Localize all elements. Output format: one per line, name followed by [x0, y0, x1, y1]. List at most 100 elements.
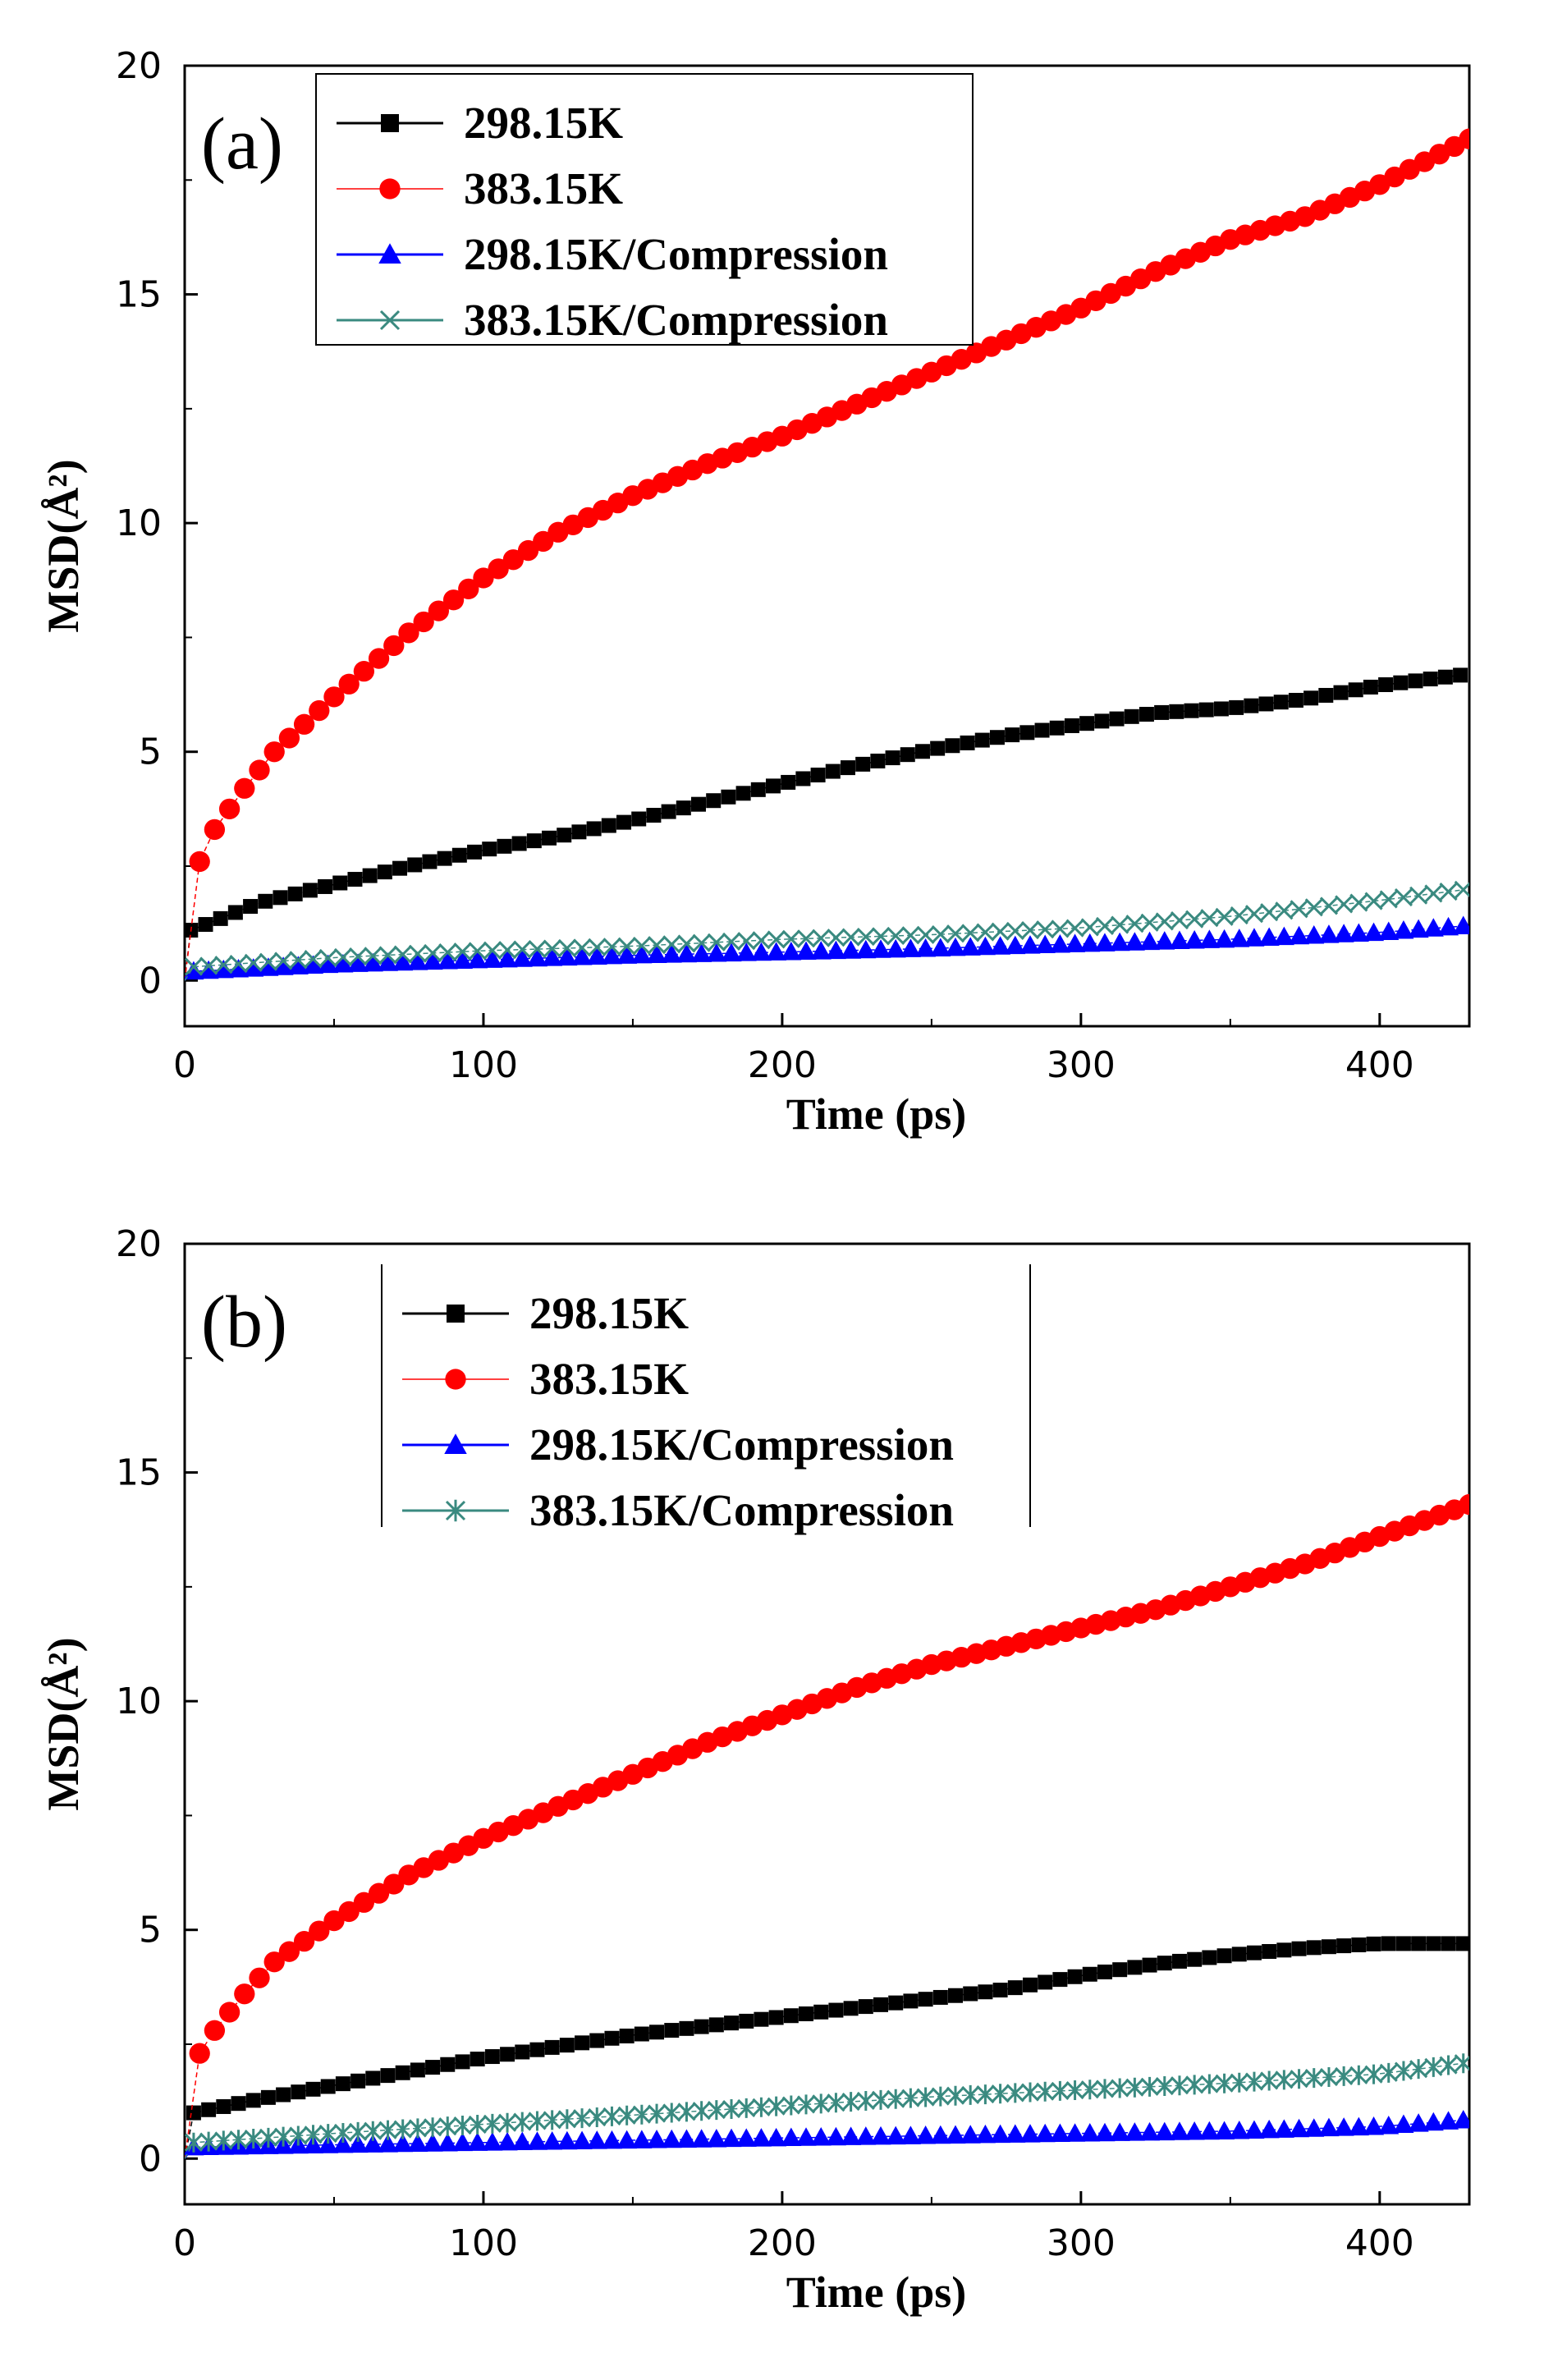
- data-point: [488, 558, 509, 580]
- data-point: [795, 771, 811, 786]
- data-point: [754, 2011, 769, 2027]
- data-point: [870, 753, 886, 768]
- data-point: [482, 949, 503, 968]
- data-point: [442, 589, 465, 611]
- data-point: [332, 2134, 354, 2153]
- data-point: [722, 932, 741, 952]
- data-point: [557, 947, 578, 966]
- data-point: [218, 2002, 241, 2023]
- data-point: [365, 2070, 381, 2086]
- series-0: [185, 1936, 1469, 2159]
- data-point: [1290, 2069, 1308, 2089]
- data-point: [1438, 2111, 1459, 2130]
- data-point: [468, 2114, 487, 2135]
- data-point: [557, 828, 572, 843]
- data-point: [707, 933, 726, 952]
- data-point: [1142, 1957, 1157, 1973]
- data-point: [407, 952, 428, 970]
- data-point: [825, 2126, 846, 2146]
- data-point: [1244, 905, 1264, 924]
- data-point: [946, 2085, 965, 2106]
- data-point: [228, 958, 250, 978]
- data-point: [737, 932, 756, 951]
- data-point: [616, 814, 632, 830]
- data-point: [229, 954, 248, 974]
- data-point: [453, 942, 472, 961]
- data-point: [1306, 1940, 1322, 1956]
- data-point: [840, 760, 855, 776]
- data-point: [990, 2124, 1011, 2144]
- data-point: [616, 945, 638, 964]
- x-tick-label: 300: [1047, 1044, 1116, 1086]
- data-point: [677, 2102, 696, 2122]
- data-point: [631, 944, 653, 964]
- data-point: [185, 961, 204, 980]
- data-point: [318, 2135, 339, 2153]
- data-point: [961, 2084, 980, 2105]
- data-point: [662, 2103, 681, 2123]
- data-point: [646, 944, 667, 964]
- data-point: [543, 2110, 561, 2130]
- data-point: [991, 2084, 1010, 2104]
- data-point: [978, 1984, 993, 2000]
- data-point: [706, 942, 727, 962]
- data-point: [392, 2133, 414, 2153]
- data-point: [544, 2039, 560, 2055]
- data-point: [214, 956, 233, 974]
- data-point: [1065, 2123, 1086, 2142]
- data-point: [1454, 880, 1469, 899]
- data-point: [768, 2010, 784, 2025]
- data-point: [1303, 690, 1319, 706]
- data-point: [616, 2130, 638, 2149]
- data-point: [856, 2090, 875, 2111]
- data-point: [855, 756, 871, 772]
- data-point: [259, 2127, 277, 2148]
- data-point: [1170, 2075, 1189, 2096]
- data-point: [274, 2126, 293, 2147]
- data-point: [289, 2125, 308, 2146]
- data-point: [332, 953, 354, 973]
- series-0: [185, 667, 1468, 981]
- data-point: [1335, 895, 1354, 914]
- data-point: [1034, 722, 1050, 738]
- data-point: [276, 2087, 291, 2103]
- data-point: [1006, 921, 1024, 940]
- data-point: [1303, 2118, 1325, 2137]
- plot-frame: [183, 1242, 1471, 2206]
- data-point: [647, 936, 667, 955]
- data-point: [1229, 2121, 1250, 2139]
- data-point: [885, 2125, 906, 2145]
- legend-background: [382, 1264, 1030, 1527]
- data-point: [735, 2128, 757, 2147]
- data-point: [413, 611, 434, 633]
- data-point: [1363, 2116, 1385, 2135]
- y-tick-label: 15: [116, 1452, 162, 1494]
- data-point: [781, 2127, 802, 2147]
- data-point: [1318, 687, 1334, 703]
- legend-label: 298.15K: [464, 98, 623, 148]
- legend-label: 383.15K: [529, 1354, 689, 1404]
- data-point: [1187, 1951, 1203, 1967]
- data-point: [198, 917, 213, 933]
- data-point: [440, 2057, 456, 2072]
- data-point: [338, 673, 360, 695]
- data-point: [796, 2094, 816, 2115]
- data-point: [963, 1986, 978, 2002]
- data-point: [258, 957, 279, 976]
- data-point: [617, 937, 636, 956]
- data-point: [1262, 1944, 1277, 1960]
- data-point: [231, 2096, 246, 2112]
- data-point: [1424, 884, 1443, 903]
- data-point: [1019, 725, 1035, 741]
- data-point: [870, 939, 891, 958]
- data-point: [1318, 924, 1340, 943]
- data-point: [422, 854, 438, 869]
- data-point: [291, 2084, 306, 2100]
- plot-area: [185, 128, 1469, 981]
- data-point: [691, 796, 706, 812]
- data-point: [601, 2130, 622, 2149]
- data-point: [1408, 2113, 1429, 2132]
- data-point: [799, 2006, 814, 2022]
- data-point: [750, 782, 766, 797]
- data-point: [424, 2117, 442, 2138]
